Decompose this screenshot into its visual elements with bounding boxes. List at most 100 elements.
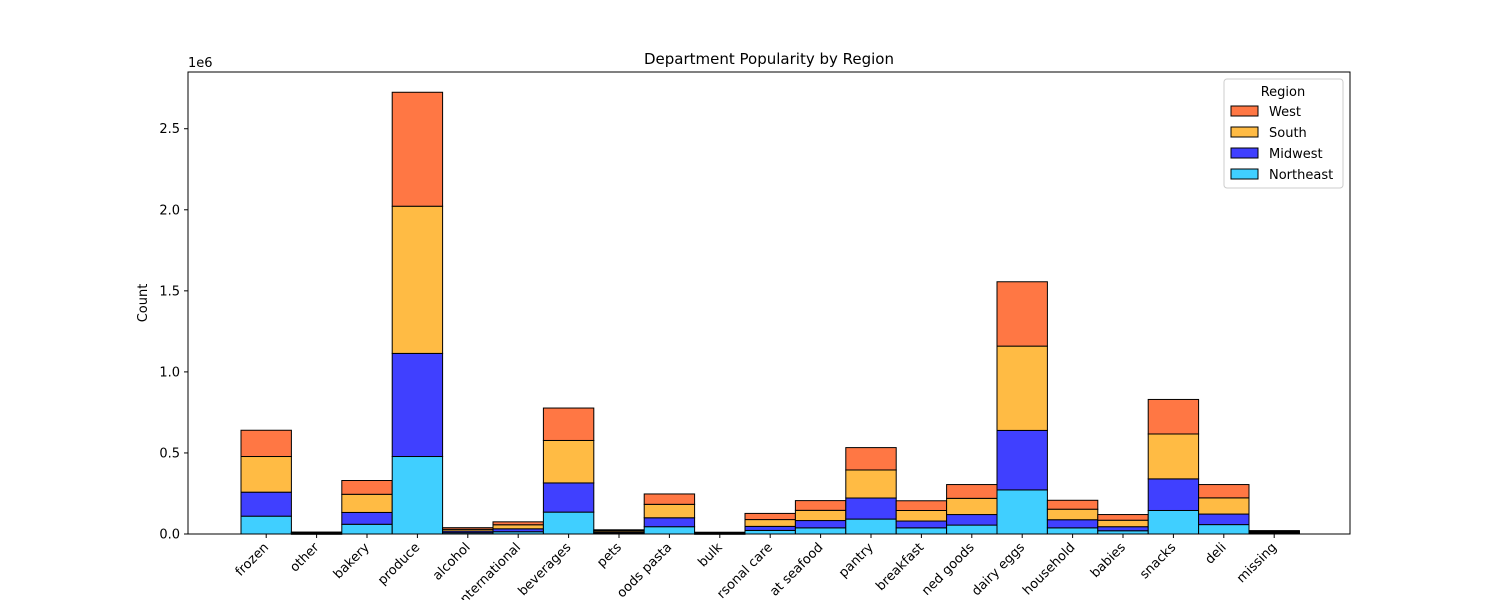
bar-beverages-northeast — [542, 511, 595, 535]
bar-frozen-south — [240, 456, 292, 493]
bar-canned-goods-midwest — [946, 514, 998, 526]
bar-frozen-northeast — [240, 515, 292, 535]
y-axis-label: Count — [136, 284, 151, 323]
legend: Region West South Midwest Northeast — [1223, 78, 1344, 189]
x-tick-label: breakfast — [873, 540, 927, 594]
bar-produce-west — [391, 91, 444, 207]
bar-pantry-south — [845, 469, 897, 499]
plot-frame — [187, 71, 1351, 535]
x-tick-label: bulk — [695, 540, 725, 570]
bar-personal-care-south — [744, 519, 796, 527]
bar-produce-midwest — [391, 352, 444, 458]
bar-bakery-northeast — [341, 523, 393, 535]
bar-pantry-midwest — [845, 497, 897, 520]
x-tick-label: snacks — [1137, 540, 1179, 582]
bar-other-west — [290, 531, 343, 534]
bar-babies-midwest — [1097, 526, 1149, 532]
bar-breakfast-northeast — [895, 527, 948, 535]
legend-swatch-midwest — [1230, 147, 1259, 159]
bar-dairy-eggs-west — [996, 281, 1048, 347]
x-tick-label: pets — [594, 540, 625, 571]
x-tick-label: ned goods — [919, 540, 978, 599]
bar-pantry-northeast — [845, 518, 897, 535]
bar-dry-goods-pasta-south — [643, 503, 696, 519]
bar-dairy-eggs-northeast — [996, 489, 1048, 535]
x-tick-label: produce — [375, 540, 423, 588]
bar-breakfast-south — [895, 509, 948, 522]
bar-meat-seafood-midwest — [794, 520, 847, 529]
bar-snacks-west — [1147, 398, 1200, 435]
bar-produce-northeast — [391, 456, 444, 535]
bar-deli-northeast — [1198, 524, 1250, 535]
y-tick-label: 1.5 — [159, 284, 180, 299]
bar-beverages-south — [542, 439, 595, 484]
x-tick-label: deli — [1202, 540, 1229, 567]
bar-alcohol-west — [442, 527, 494, 530]
bar-babies-south — [1097, 519, 1149, 528]
bar-snacks-northeast — [1147, 509, 1200, 535]
bar-deli-midwest — [1198, 513, 1250, 526]
bar-dairy-eggs-midwest — [996, 429, 1048, 491]
bar-dairy-eggs-south — [996, 345, 1048, 431]
y-tick-label: 0.5 — [159, 446, 180, 461]
legend-label-south: South — [1269, 126, 1307, 141]
x-axis: frozen other bakery produce alcoholnternatio… — [233, 534, 1280, 600]
bar-household-midwest — [1046, 519, 1099, 529]
bar-missing-west — [1248, 530, 1300, 532]
bar-personal-care-northeast — [744, 529, 796, 535]
x-tick-label: other — [287, 540, 323, 576]
bar-frozen-west — [240, 429, 292, 458]
x-tick-label: missing — [1234, 540, 1280, 586]
bars-layer — [240, 91, 1300, 535]
bar-frozen-midwest — [240, 491, 292, 517]
bar-canned-goods-south — [946, 497, 998, 516]
legend-label-northeast: Northeast — [1269, 168, 1333, 183]
y-tick-label: 1.0 — [159, 365, 180, 380]
bar-pantry-west — [845, 447, 897, 471]
legend-swatch-northeast — [1230, 168, 1259, 180]
y-tick-label: 2.5 — [159, 122, 180, 137]
legend-label-west: West — [1269, 105, 1301, 120]
x-tick-label: household — [1020, 540, 1078, 598]
bar-household-northeast — [1046, 527, 1099, 535]
legend-swatch-south — [1230, 126, 1259, 138]
bar-beverages-midwest — [542, 482, 595, 513]
bar-deli-south — [1198, 497, 1250, 515]
y-axis-offset-label: 1e6 — [188, 56, 213, 71]
bar-international-south — [492, 524, 544, 530]
y-tick-label: 2.0 — [159, 203, 180, 218]
x-tick-label: beverages — [516, 540, 575, 599]
legend-title: Region — [1261, 85, 1306, 100]
bar-breakfast-midwest — [895, 520, 948, 529]
bar-canned-goods-west — [946, 484, 998, 499]
legend-label-midwest: Midwest — [1269, 147, 1323, 162]
bar-meat-seafood-south — [794, 509, 847, 522]
bar-pets-west — [593, 529, 645, 532]
legend-swatch-west — [1230, 105, 1259, 117]
legend-items: West South Midwest Northeast — [1230, 105, 1333, 183]
x-tick-label: oods pasta — [614, 540, 675, 600]
bar-dry-goods-pasta-west — [643, 493, 696, 505]
bar-canned-goods-northeast — [946, 524, 998, 535]
bar-international-west — [492, 521, 544, 526]
x-tick-label: bakery — [331, 540, 373, 582]
x-tick-label: dairy eggs — [969, 540, 1028, 599]
bar-snacks-midwest — [1147, 478, 1200, 511]
bar-dry-goods-pasta-midwest — [643, 517, 696, 528]
bar-breakfast-west — [895, 500, 948, 511]
bar-dry-goods-pasta-northeast — [643, 526, 696, 535]
y-axis: 0.0 0.5 1.0 1.5 2.0 2.5 — [159, 122, 188, 543]
chart-title: Department Popularity by Region — [644, 50, 894, 68]
bar-produce-south — [391, 205, 444, 354]
x-tick-label: frozen — [233, 540, 272, 579]
x-tick-label: alcohol — [430, 540, 473, 583]
bar-personal-care-midwest — [744, 525, 796, 531]
bar-bakery-west — [341, 480, 393, 495]
x-tick-label: at seafood — [767, 540, 826, 599]
bar-bakery-midwest — [341, 511, 393, 525]
x-tick-label: babies — [1088, 540, 1129, 581]
bar-bulk-west — [694, 531, 746, 534]
bar-meat-seafood-northeast — [794, 527, 847, 535]
bar-babies-west — [1097, 514, 1149, 521]
